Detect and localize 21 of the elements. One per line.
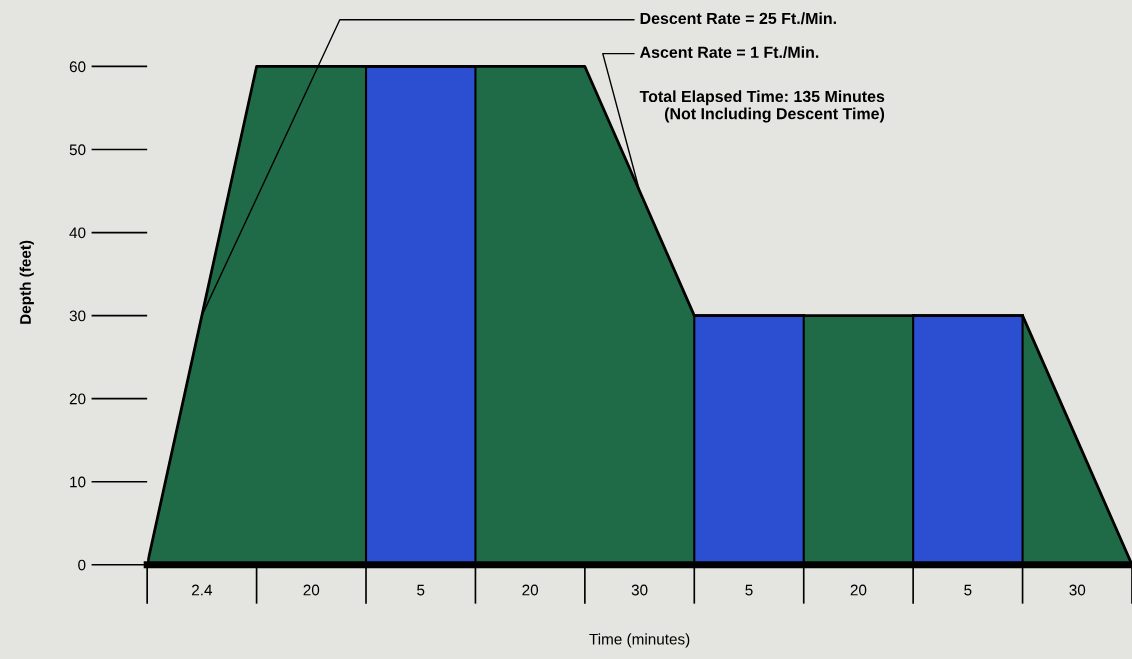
x-axis-title: Time (minutes)	[589, 633, 690, 648]
y-tick-label: 40	[69, 227, 86, 239]
x-tick-label: 20	[850, 584, 867, 596]
y-tick-label: 60	[69, 61, 86, 73]
x-tick-label: 5	[417, 584, 425, 596]
y-tick-label: 50	[69, 144, 86, 156]
x-tick-label: 30	[631, 584, 648, 596]
x-tick-label: 20	[303, 584, 320, 596]
y-tick-label: 10	[70, 476, 86, 488]
x-tick-label: 20	[522, 584, 539, 596]
y-tick-label: 0	[78, 559, 86, 571]
annotation: Descent Rate = 25 Ft./Min.	[640, 12, 836, 25]
x-tick-label: 2.4	[192, 584, 213, 596]
x-tick-label: 5	[964, 584, 972, 596]
annotation: Total Elapsed Time: 135 Minutes (Not Including Descent Time)	[639, 90, 885, 123]
x-tick-label: 5	[745, 584, 753, 596]
x-tick-label: 30	[1069, 584, 1086, 596]
annotation: Ascent Rate = 1 Ft./Min.	[639, 46, 819, 59]
y-axis-title: Depth (feet)	[19, 240, 34, 324]
y-tick-label: 20	[69, 393, 86, 405]
y-tick-label: 30	[69, 310, 86, 322]
